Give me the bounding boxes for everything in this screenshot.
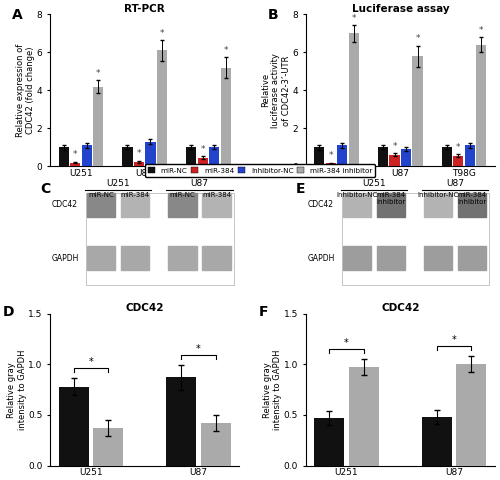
- Text: B: B: [268, 8, 278, 23]
- Text: U251: U251: [362, 179, 386, 188]
- Bar: [476, 45, 486, 166]
- Text: *: *: [456, 143, 460, 152]
- Bar: [122, 147, 132, 166]
- Text: *: *: [73, 150, 78, 159]
- Text: U87: U87: [446, 179, 464, 188]
- Text: A: A: [12, 8, 23, 23]
- Text: *: *: [136, 149, 141, 158]
- Text: *: *: [344, 338, 349, 348]
- Bar: [464, 145, 475, 166]
- Text: *: *: [96, 69, 100, 78]
- Text: *: *: [392, 142, 397, 151]
- Bar: [390, 155, 400, 166]
- Legend: miR-NC, miR-384, Inhibitor-NC, miR-384 inhibitor: miR-NC, miR-384, Inhibitor-NC, miR-384 i…: [144, 165, 376, 177]
- Bar: [412, 56, 422, 166]
- Bar: [87, 193, 116, 216]
- Bar: [378, 147, 388, 166]
- Text: *: *: [160, 29, 164, 38]
- Bar: [422, 417, 452, 466]
- Y-axis label: Relative
luciferase activity
of CDC42-3’-UTR: Relative luciferase activity of CDC42-3’…: [261, 53, 291, 128]
- Bar: [200, 423, 231, 466]
- Bar: [198, 158, 208, 166]
- Text: miR-384
inhibitor: miR-384 inhibitor: [458, 192, 487, 205]
- Bar: [348, 34, 359, 166]
- Bar: [348, 367, 379, 466]
- Bar: [453, 156, 464, 166]
- Title: RT-PCR: RT-PCR: [124, 4, 165, 13]
- Bar: [93, 428, 123, 466]
- Bar: [337, 145, 347, 166]
- Text: *: *: [88, 357, 94, 367]
- Bar: [202, 246, 231, 270]
- Bar: [342, 246, 371, 270]
- Bar: [121, 246, 150, 270]
- Bar: [157, 50, 167, 166]
- Y-axis label: Relative gray
intensity to GAPDH: Relative gray intensity to GAPDH: [263, 349, 282, 430]
- Bar: [58, 147, 69, 166]
- Bar: [166, 377, 196, 466]
- Text: CDC42: CDC42: [308, 201, 334, 209]
- Title: Luciferase assay: Luciferase assay: [352, 4, 449, 13]
- Text: Inhibitor-NC: Inhibitor-NC: [336, 192, 378, 198]
- Bar: [93, 86, 103, 166]
- Bar: [342, 193, 371, 216]
- Bar: [168, 246, 197, 270]
- Bar: [458, 193, 486, 216]
- Text: miR-384: miR-384: [202, 192, 231, 198]
- Bar: [376, 193, 405, 216]
- Bar: [87, 246, 116, 270]
- Bar: [376, 246, 405, 270]
- Text: *: *: [352, 13, 356, 23]
- Bar: [168, 193, 197, 216]
- Text: CDC42: CDC42: [52, 201, 78, 209]
- Bar: [424, 193, 452, 216]
- Text: miR-384
inhibitor: miR-384 inhibitor: [376, 192, 406, 205]
- Text: E: E: [296, 181, 306, 195]
- Text: F: F: [258, 305, 268, 319]
- Y-axis label: Relative expression of
CDC42 (fold change): Relative expression of CDC42 (fold chang…: [16, 44, 35, 137]
- Bar: [314, 418, 344, 466]
- Text: miR-NC: miR-NC: [170, 192, 196, 198]
- Text: D: D: [2, 305, 14, 319]
- Text: miR-384: miR-384: [120, 192, 150, 198]
- Bar: [456, 364, 486, 466]
- Text: C: C: [40, 181, 51, 195]
- Bar: [82, 145, 92, 166]
- Text: miR-NC: miR-NC: [88, 192, 114, 198]
- Bar: [424, 246, 452, 270]
- Bar: [401, 149, 411, 166]
- Text: *: *: [328, 151, 333, 160]
- Bar: [442, 147, 452, 166]
- Text: GAPDH: GAPDH: [308, 253, 335, 263]
- Text: *: *: [224, 46, 228, 55]
- Text: *: *: [196, 344, 201, 354]
- Text: *: *: [200, 145, 205, 154]
- Text: Inhibitor-NC: Inhibitor-NC: [418, 192, 459, 198]
- Bar: [146, 142, 156, 166]
- Y-axis label: Relative gray
intensity to GAPDH: Relative gray intensity to GAPDH: [7, 349, 26, 430]
- Text: *: *: [479, 26, 484, 35]
- Bar: [458, 246, 486, 270]
- Bar: [134, 162, 144, 166]
- Title: CDC42: CDC42: [126, 303, 164, 313]
- Text: *: *: [416, 35, 420, 44]
- Bar: [202, 193, 231, 216]
- Bar: [314, 147, 324, 166]
- Bar: [58, 386, 88, 466]
- Bar: [342, 193, 490, 285]
- Bar: [70, 163, 80, 166]
- Text: U251: U251: [106, 179, 130, 188]
- Bar: [220, 68, 231, 166]
- Title: CDC42: CDC42: [381, 303, 420, 313]
- Bar: [326, 164, 336, 166]
- Bar: [86, 193, 234, 285]
- Text: GAPDH: GAPDH: [52, 253, 80, 263]
- Bar: [209, 147, 220, 166]
- Text: *: *: [452, 335, 456, 345]
- Bar: [186, 147, 196, 166]
- Text: U87: U87: [190, 179, 208, 188]
- Bar: [121, 193, 150, 216]
